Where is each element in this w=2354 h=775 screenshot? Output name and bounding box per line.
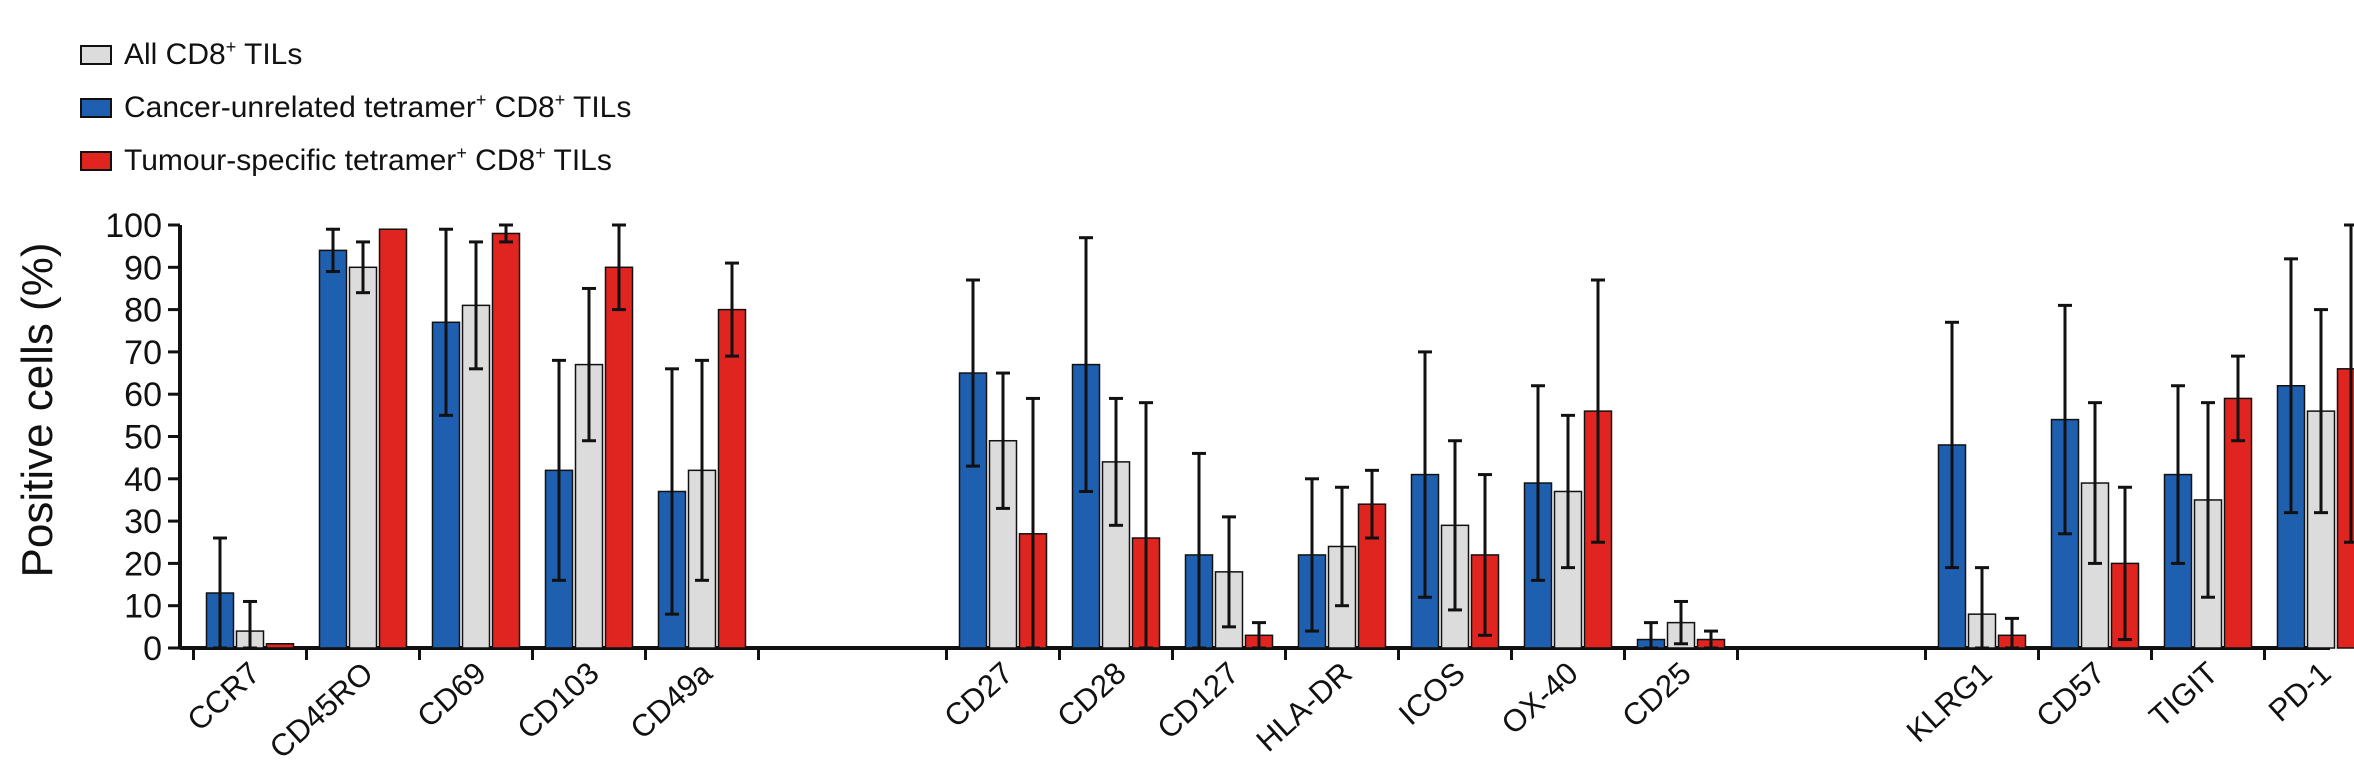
bar-red-ccr7 — [265, 643, 295, 649]
y-tick-label: 60 — [124, 376, 162, 414]
x-tick-label-hla-dr: HLA-DR — [1250, 655, 1359, 758]
legend-label-cancer-unrelated: Cancer-unrelated tetramer+ CD8+ TILs — [124, 90, 632, 124]
bar-red-cd103 — [604, 266, 634, 649]
legend-item-cancer-unrelated: Cancer-unrelated tetramer+ CD8+ TILs — [80, 81, 631, 134]
x-tick-label-tigit: TIGIT — [2142, 655, 2224, 734]
x-tick-label-klrg1: KLRG1 — [1900, 655, 1999, 749]
y-tick-label: 40 — [124, 461, 162, 499]
y-tick-label: 30 — [124, 503, 162, 541]
x-tick-label-cd25: CD25 — [1615, 655, 1697, 734]
x-tick-label-cd49a: CD49a — [624, 655, 720, 746]
y-tick-label: 10 — [124, 588, 162, 626]
y-tick-label: 90 — [124, 249, 162, 287]
x-tick-label-cd45ro: CD45RO — [263, 655, 380, 765]
legend-label-tumour-specific: Tumour-specific tetramer+ CD8+ TILs — [124, 143, 612, 177]
bar-grey-cd103 — [574, 363, 604, 649]
bar-grey-cd28 — [1101, 461, 1131, 649]
y-tick-label: 70 — [124, 334, 162, 372]
bar-red-cd49a — [717, 308, 747, 649]
y-tick-label: 80 — [124, 292, 162, 330]
legend-swatch-red — [80, 150, 112, 171]
bars — [205, 223, 2354, 650]
y-tick-label: 50 — [124, 419, 162, 457]
bar-grey-ox-40 — [1553, 490, 1583, 649]
x-tick-label-cd127: CD127 — [1151, 655, 1246, 746]
legend-item-all: All CD8+ TILs — [80, 28, 631, 81]
x-tick-label-cd27: CD27 — [937, 655, 1019, 734]
x-tick-label-cd28: CD28 — [1050, 655, 1132, 734]
legend: All CD8+ TILs Cancer-unrelated tetramer+… — [80, 28, 631, 187]
x-tick-label-icos: ICOS — [1392, 655, 1472, 732]
bar-red-cd45ro — [378, 228, 408, 649]
y-tick-label: 100 — [105, 207, 162, 245]
legend-label-all: All CD8+ TILs — [124, 37, 303, 71]
y-tick-label: 0 — [143, 630, 162, 668]
legend-swatch-grey — [80, 44, 112, 65]
x-tick-label-cd69: CD69 — [410, 655, 492, 734]
y-axis-label: Positive cells (%) — [13, 243, 62, 578]
bar-grey-cd45ro — [348, 266, 378, 649]
legend-swatch-blue — [80, 97, 112, 118]
y-tick-label: 20 — [124, 545, 162, 583]
x-tick-label-cd103: CD103 — [511, 655, 606, 746]
x-tick-label-ccr7: CCR7 — [181, 655, 267, 737]
legend-item-tumour-specific: Tumour-specific tetramer+ CD8+ TILs — [80, 134, 631, 187]
x-tick-label-cd57: CD57 — [2029, 655, 2111, 734]
bar-blue-cd103 — [544, 469, 574, 649]
x-tick-label-pd-1: PD-1 — [2262, 655, 2338, 728]
bar-blue-cd45ro — [318, 249, 348, 649]
bar-red-cd69 — [491, 232, 521, 649]
x-tick-label-ox-40: OX-40 — [1495, 655, 1585, 741]
